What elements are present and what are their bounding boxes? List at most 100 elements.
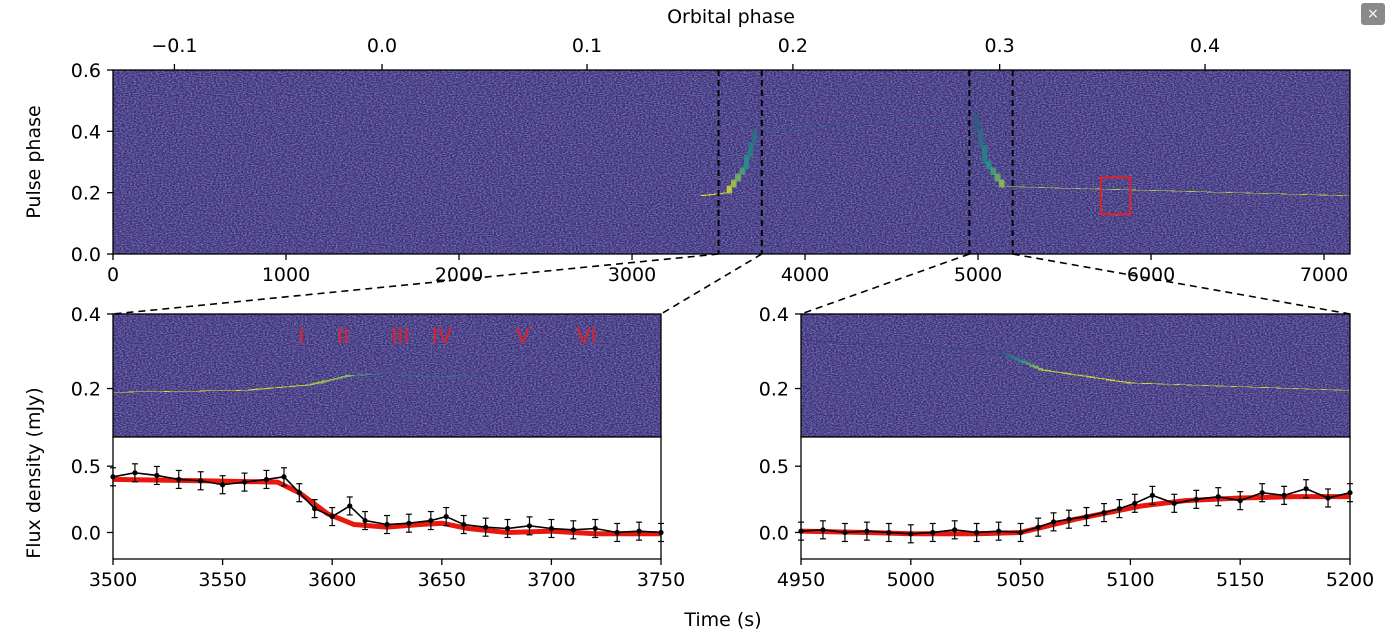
data-point (176, 476, 182, 483)
top-x-tick-label: 0 (107, 264, 119, 286)
data-point (996, 528, 1002, 534)
data-point (198, 478, 204, 484)
x-tick-label: 5200 (1326, 569, 1374, 591)
bottom-left-flux-frame (112, 436, 662, 560)
component-label: V (516, 324, 531, 348)
data-point (1149, 492, 1155, 498)
zoom-connector-lines (112, 253, 1351, 315)
data-point (820, 527, 826, 533)
data-point (548, 525, 555, 532)
top-y-tick-label: 0.2 (71, 183, 101, 205)
bottom-left-panel: I II III IV V VI 3500 3550 3600 3650 3700 37500.20… (71, 304, 685, 591)
top-y-tick-label: 0.4 (71, 121, 101, 143)
data-point (1215, 494, 1221, 500)
data-point (1101, 509, 1107, 516)
flux-y-tick-label: 0.0 (71, 522, 101, 544)
orbital-phase-tick-label: 0.3 (985, 35, 1015, 57)
data-point (110, 474, 116, 480)
data-point (1259, 490, 1265, 496)
data-point (1035, 524, 1041, 530)
orbital-phase-tick-label: 0.1 (572, 35, 602, 57)
data-point (952, 527, 958, 533)
data-point (461, 521, 467, 528)
heatmap-y-tick-label: 0.4 (759, 304, 789, 326)
data-point (154, 472, 160, 479)
flux-y-tick-label: 0.5 (71, 456, 101, 478)
heatmap-y-tick-label: 0.4 (71, 304, 101, 326)
data-point (1132, 500, 1138, 506)
data-point (1281, 492, 1287, 498)
orbital-phase-tick-label: 0.4 (1190, 35, 1220, 57)
heatmap-y-tick-label: 0.2 (71, 379, 101, 401)
x-tick-label: 3550 (198, 569, 246, 591)
data-point (384, 521, 390, 528)
data-point (312, 506, 318, 512)
top-x-tick-label: 6000 (1127, 264, 1175, 286)
component-label: I (298, 324, 304, 348)
data-point (220, 482, 226, 488)
time-label: Time (s) (683, 609, 761, 631)
data-point (1083, 513, 1090, 520)
data-point (570, 527, 576, 533)
data-point (428, 517, 434, 524)
top-x-tick-label: 5000 (954, 264, 1002, 286)
data-point (974, 529, 980, 536)
x-tick-label: 3650 (418, 569, 466, 591)
data-point (1325, 495, 1331, 501)
data-point (526, 523, 533, 529)
data-point (886, 529, 892, 536)
data-point (406, 520, 412, 526)
orbital-phase-ticks: −0.1 0.0 0.1 0.2 0.3 0.4 (151, 35, 1220, 70)
flux-density-label: Flux density (mJy) (23, 387, 45, 558)
bottom-left-pulse-track (113, 359, 661, 407)
top-x-tick-label: 1000 (262, 264, 310, 286)
x-tick-label: 5150 (1216, 569, 1264, 591)
data-point (1116, 506, 1123, 512)
data-point (281, 474, 287, 480)
model-curve (112, 476, 661, 537)
bottom-right-panel: 4950 5000 5050 5100 5150 5200 0.2 0.4 0.0 0.5 (759, 304, 1374, 591)
data-point (263, 476, 270, 483)
data-point (636, 528, 642, 534)
measured-curve (800, 487, 1351, 535)
data-point (1171, 500, 1177, 506)
data-point (1066, 516, 1072, 522)
bottom-right-pulse-track (801, 325, 1350, 405)
bottom-right-flux-plot (798, 479, 1353, 544)
bottom-left-flux-plot (110, 463, 664, 543)
data-point (592, 525, 598, 532)
data-point (658, 529, 664, 536)
top-pulse-track (113, 102, 1350, 209)
component-annotations: I II III IV V VI (298, 324, 596, 348)
highlight-box (1099, 176, 1132, 216)
flux-y-tick-label: 0.5 (759, 456, 789, 478)
data-point (443, 513, 449, 520)
component-label: VI (576, 324, 597, 348)
bottom-left-ticks: 3500 3550 3600 3650 3700 3750 0.2 0.4 0.0 0.5 (71, 304, 685, 591)
data-point (930, 529, 936, 536)
data-point (504, 525, 511, 532)
data-point (1018, 529, 1024, 536)
data-point (1237, 498, 1243, 504)
component-label: II (337, 324, 349, 348)
data-point (132, 470, 138, 476)
data-point (362, 517, 368, 524)
data-point (864, 528, 870, 534)
pulse-phase-label: Pulse phase (23, 105, 45, 218)
x-tick-label: 5050 (996, 569, 1044, 591)
x-tick-label: 3750 (637, 569, 685, 591)
x-tick-label: 3600 (308, 569, 356, 591)
x-tick-label: 3500 (89, 569, 137, 591)
top-x-tick-label: 4000 (781, 264, 829, 286)
flux-y-tick-label: 0.0 (759, 522, 789, 544)
connector-line (112, 253, 719, 315)
data-point (842, 529, 848, 536)
close-icon[interactable]: × (1361, 3, 1385, 25)
top-dashed-lines (717, 70, 1014, 254)
data-point (241, 479, 248, 485)
connector-line (660, 253, 763, 315)
data-point (1303, 486, 1309, 492)
data-point (329, 513, 335, 520)
top-x-ticks: 0 1000 2000 3000 4000 5000 6000 7000 (107, 254, 1348, 286)
